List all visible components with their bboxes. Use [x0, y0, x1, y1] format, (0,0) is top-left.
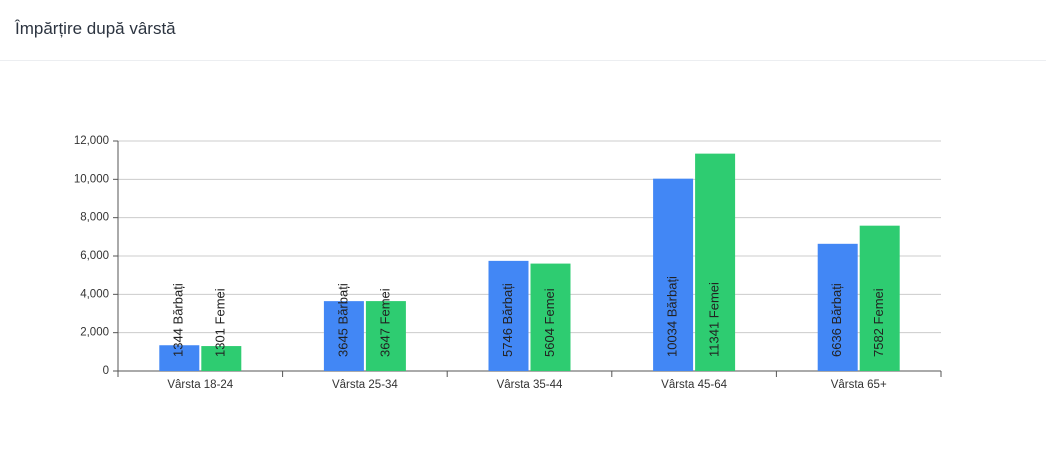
y-tick-label: 6,000: [80, 250, 109, 262]
header: Împărțire după vârstă: [0, 0, 1046, 61]
bar: [488, 260, 529, 371]
bar: [201, 346, 242, 371]
data-label: 7582 Femei: [871, 288, 886, 357]
bar: [159, 345, 200, 371]
data-label: 1301 Femei: [213, 288, 228, 357]
x-tick-label: Vârsta 45-64: [661, 379, 727, 391]
bar: [817, 243, 858, 371]
bar: [323, 301, 364, 371]
x-tick-label: Vârsta 25-34: [332, 379, 398, 391]
x-tick-label: Vârsta 18-24: [167, 379, 233, 391]
x-tick-label: Vârsta 65+: [831, 379, 887, 391]
data-label: 1344 Bărbați: [171, 283, 186, 357]
y-tick-label: 12,000: [74, 135, 109, 147]
data-label: 3647 Femei: [377, 288, 392, 357]
y-tick-label: 2,000: [80, 327, 109, 339]
x-tick-label: Vârsta 35-44: [497, 379, 563, 391]
chart-title: Împărțire după vârstă: [15, 19, 176, 38]
data-label: 11341 Femei: [707, 282, 722, 357]
y-tick-label: 8,000: [80, 212, 109, 224]
data-label: 5604 Femei: [542, 288, 557, 357]
y-tick-label: 0: [103, 365, 109, 377]
bar: [365, 301, 406, 371]
y-tick-label: 4,000: [80, 288, 109, 300]
data-label: 10034 Bărbați: [665, 276, 680, 357]
bar: [653, 178, 694, 371]
data-label: 5746 Bărbați: [500, 283, 515, 357]
bar: [859, 225, 900, 371]
data-label: 3645 Bărbați: [335, 283, 350, 357]
data-label: 6636 Bărbați: [829, 283, 844, 357]
bar: [695, 153, 736, 371]
y-tick-label: 10,000: [74, 173, 109, 185]
bar: [530, 263, 571, 371]
